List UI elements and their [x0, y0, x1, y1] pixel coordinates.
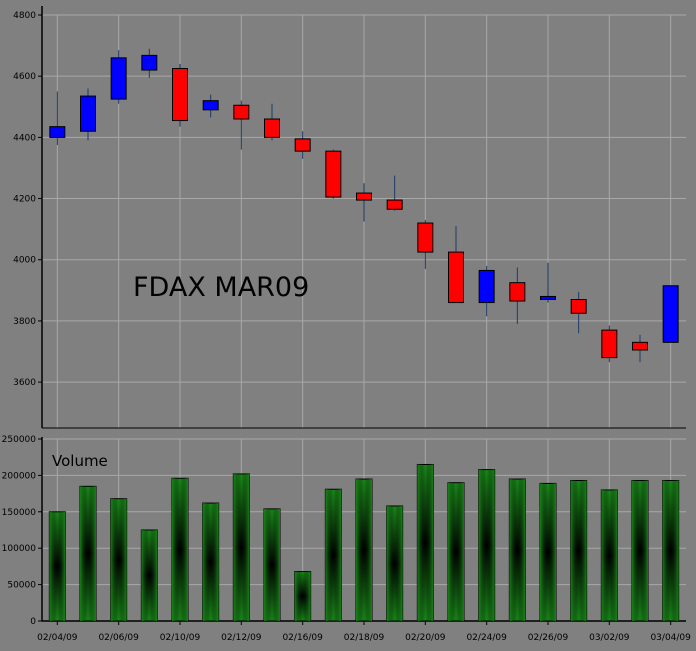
candle-body [202, 100, 219, 111]
candle-body [509, 282, 526, 302]
volume-y-tick-label: 100000 [2, 544, 37, 554]
price-y-tick-label: 3600 [13, 378, 36, 388]
candle-body [570, 299, 587, 314]
volume-y-tick-label: 50000 [7, 581, 36, 591]
price-y-tick-label: 4800 [13, 11, 36, 21]
volume-bar-shade [601, 489, 618, 621]
volume-bar-shade [172, 478, 188, 621]
candle-body [601, 329, 618, 359]
price-y-tick-label: 4400 [13, 133, 36, 143]
candle-body [448, 251, 464, 304]
volume-bar-shade [448, 482, 464, 621]
x-tick-label: 02/04/09 [37, 633, 78, 643]
price-y-tick-label: 4200 [13, 195, 36, 205]
volume-bar-shade [141, 530, 158, 621]
volume-bar-shade [570, 480, 587, 621]
x-tick-label: 02/24/09 [466, 633, 507, 643]
volume-chart-title: Volume [52, 452, 108, 470]
candle-body [632, 341, 648, 351]
volume-bar-shade [662, 480, 679, 621]
volume-bar-shade [632, 480, 648, 621]
price-chart-title: FDAX MAR09 [133, 272, 309, 303]
x-tick-label: 02/12/09 [221, 633, 262, 643]
x-tick-label: 02/16/09 [282, 633, 323, 643]
volume-y-tick-label: 0 [30, 617, 36, 627]
volume-bar-shade [540, 483, 556, 621]
candle-body [662, 285, 679, 343]
volume-bar-shade [264, 508, 280, 621]
x-tick-label: 02/20/09 [405, 633, 446, 643]
x-tick-label: 02/26/09 [528, 633, 569, 643]
x-tick-label: 02/18/09 [344, 633, 385, 643]
volume-bar-shade [202, 503, 219, 621]
candle-body [141, 54, 158, 71]
volume-bar-shade [478, 469, 495, 621]
candle-body [478, 269, 495, 304]
volume-y-tick-label: 150000 [2, 508, 37, 518]
volume-bar-shade [356, 479, 372, 621]
candle-body [294, 138, 311, 152]
volume-bar-shade [49, 511, 66, 621]
candle-body [325, 150, 342, 198]
x-tick-label: 03/04/09 [650, 633, 691, 643]
candle-body [264, 118, 280, 138]
volume-bar-shade [110, 498, 127, 621]
candle-body [540, 295, 556, 301]
volume-bar-shade [509, 479, 526, 621]
candle-body [80, 95, 96, 132]
x-tick-label: 02/06/09 [98, 633, 139, 643]
volume-y-tick-label: 250000 [2, 435, 37, 445]
volume-bar-shade [233, 473, 250, 621]
volume-bar-shade [417, 464, 434, 621]
volume-bar-shade [294, 571, 311, 621]
volume-bar-shade [325, 489, 342, 621]
candle-body [172, 68, 188, 122]
volume-y-tick-label: 200000 [2, 471, 37, 481]
price-panel: 3600 3800 4000 4200 4400 4600 4800 FDAX MAR09 [13, 6, 686, 429]
candle-body [417, 222, 434, 253]
candle-body [233, 104, 250, 120]
candle-body [386, 199, 403, 210]
x-tick-label: 02/10/09 [160, 633, 201, 643]
volume-bar-shade [386, 505, 403, 621]
price-y-tick-label: 4000 [13, 256, 36, 266]
volume-panel: 0 50000 100000 150000 200000 250000 Volume 02/0… [2, 435, 692, 643]
candle-body [110, 57, 127, 100]
candle-body [49, 126, 66, 138]
volume-bar-shade [80, 486, 96, 621]
price-y-tick-label: 3800 [13, 317, 36, 327]
price-y-tick-label: 4600 [13, 72, 36, 82]
x-tick-label: 03/02/09 [589, 633, 630, 643]
candle-body [356, 192, 372, 201]
